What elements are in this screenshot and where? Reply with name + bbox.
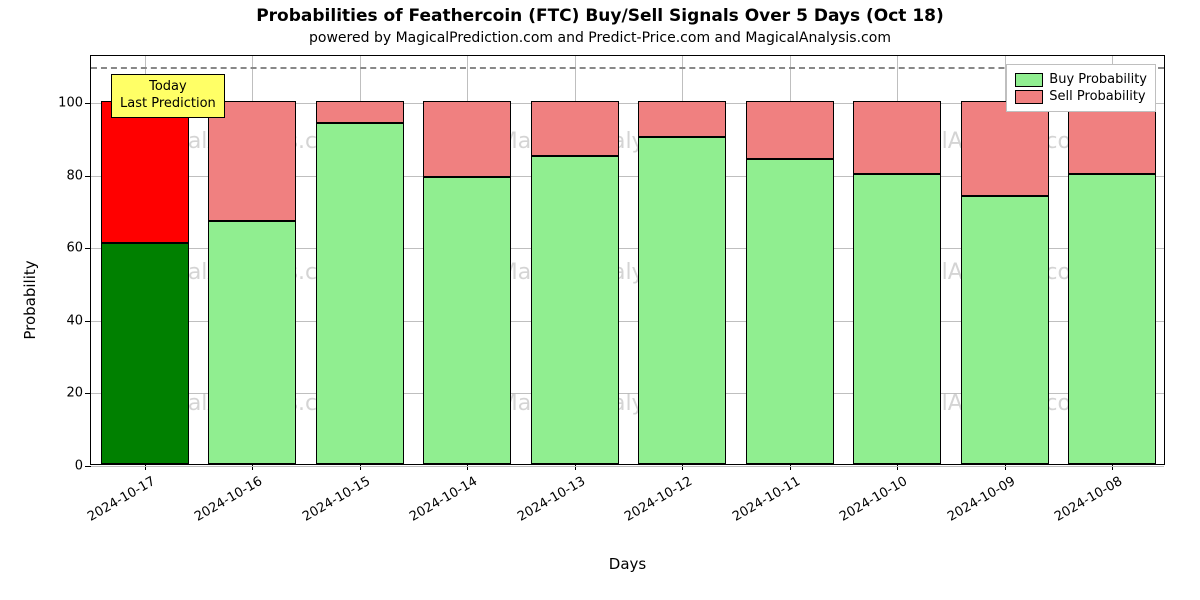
annotation-line-2: Last Prediction: [120, 96, 216, 113]
y-tick-label: 20: [66, 386, 83, 401]
x-tick-mark: [360, 464, 361, 470]
sell-bar: [316, 101, 404, 123]
sell-bar: [853, 101, 941, 174]
x-tick-mark: [897, 464, 898, 470]
x-axis-label: Days: [90, 555, 1165, 573]
y-tick-label: 100: [58, 96, 83, 111]
buy-bar: [1068, 174, 1156, 464]
x-tick-label: 2024-10-16: [192, 474, 265, 525]
x-tick-label: 2024-10-13: [515, 474, 588, 525]
x-tick-mark: [575, 464, 576, 470]
sell-bar: [638, 101, 726, 137]
chart-title: Probabilities of Feathercoin (FTC) Buy/S…: [0, 6, 1200, 26]
buy-bar: [638, 137, 726, 464]
y-tick-label: 40: [66, 313, 83, 328]
bars-layer: [91, 56, 1164, 464]
x-tick-mark: [790, 464, 791, 470]
today-annotation: Today Last Prediction: [111, 74, 225, 118]
x-tick-label: 2024-10-15: [300, 474, 373, 525]
x-tick-label: 2024-10-09: [945, 474, 1018, 525]
x-tick-label: 2024-10-14: [407, 474, 480, 525]
legend-sell-label: Sell Probability: [1049, 89, 1145, 104]
annotation-line-1: Today: [120, 79, 216, 96]
x-tick-mark: [467, 464, 468, 470]
x-tick-mark: [1005, 464, 1006, 470]
y-tick-label: 80: [66, 168, 83, 183]
chart-container: Probabilities of Feathercoin (FTC) Buy/S…: [0, 0, 1200, 600]
x-tick-label: 2024-10-11: [730, 474, 803, 525]
sell-bar: [961, 101, 1049, 195]
x-tick-label: 2024-10-12: [622, 474, 695, 525]
x-tick-mark: [1112, 464, 1113, 470]
legend-sell-swatch: [1015, 90, 1043, 104]
buy-bar: [423, 177, 511, 464]
x-tick-mark: [145, 464, 146, 470]
grid-line-h: [91, 466, 1164, 467]
sell-bar: [423, 101, 511, 177]
legend-buy-label: Buy Probability: [1049, 72, 1147, 87]
y-tick-label: 0: [75, 459, 83, 474]
buy-bar: [746, 159, 834, 464]
sell-bar: [531, 101, 619, 155]
buy-bar: [316, 123, 404, 464]
x-tick-mark: [682, 464, 683, 470]
y-axis-label: Probability: [21, 260, 39, 339]
legend-buy-swatch: [1015, 73, 1043, 87]
legend-sell-row: Sell Probability: [1015, 89, 1147, 104]
legend-buy-row: Buy Probability: [1015, 72, 1147, 87]
plot-area: MagicalAnalysis.comMagicalAnalysis.comMa…: [90, 55, 1165, 465]
x-tick-label: 2024-10-10: [837, 474, 910, 525]
y-tick-label: 60: [66, 241, 83, 256]
legend: Buy Probability Sell Probability: [1006, 64, 1156, 112]
buy-bar: [531, 156, 619, 464]
chart-subtitle: powered by MagicalPrediction.com and Pre…: [0, 30, 1200, 46]
buy-bar: [208, 221, 296, 464]
x-tick-label: 2024-10-08: [1052, 474, 1125, 525]
buy-bar: [961, 196, 1049, 464]
sell-bar: [746, 101, 834, 159]
sell-bar: [101, 101, 189, 243]
buy-bar: [853, 174, 941, 464]
x-tick-label: 2024-10-17: [85, 474, 158, 525]
sell-bar: [1068, 101, 1156, 174]
sell-bar: [208, 101, 296, 221]
x-tick-mark: [252, 464, 253, 470]
buy-bar: [101, 243, 189, 464]
